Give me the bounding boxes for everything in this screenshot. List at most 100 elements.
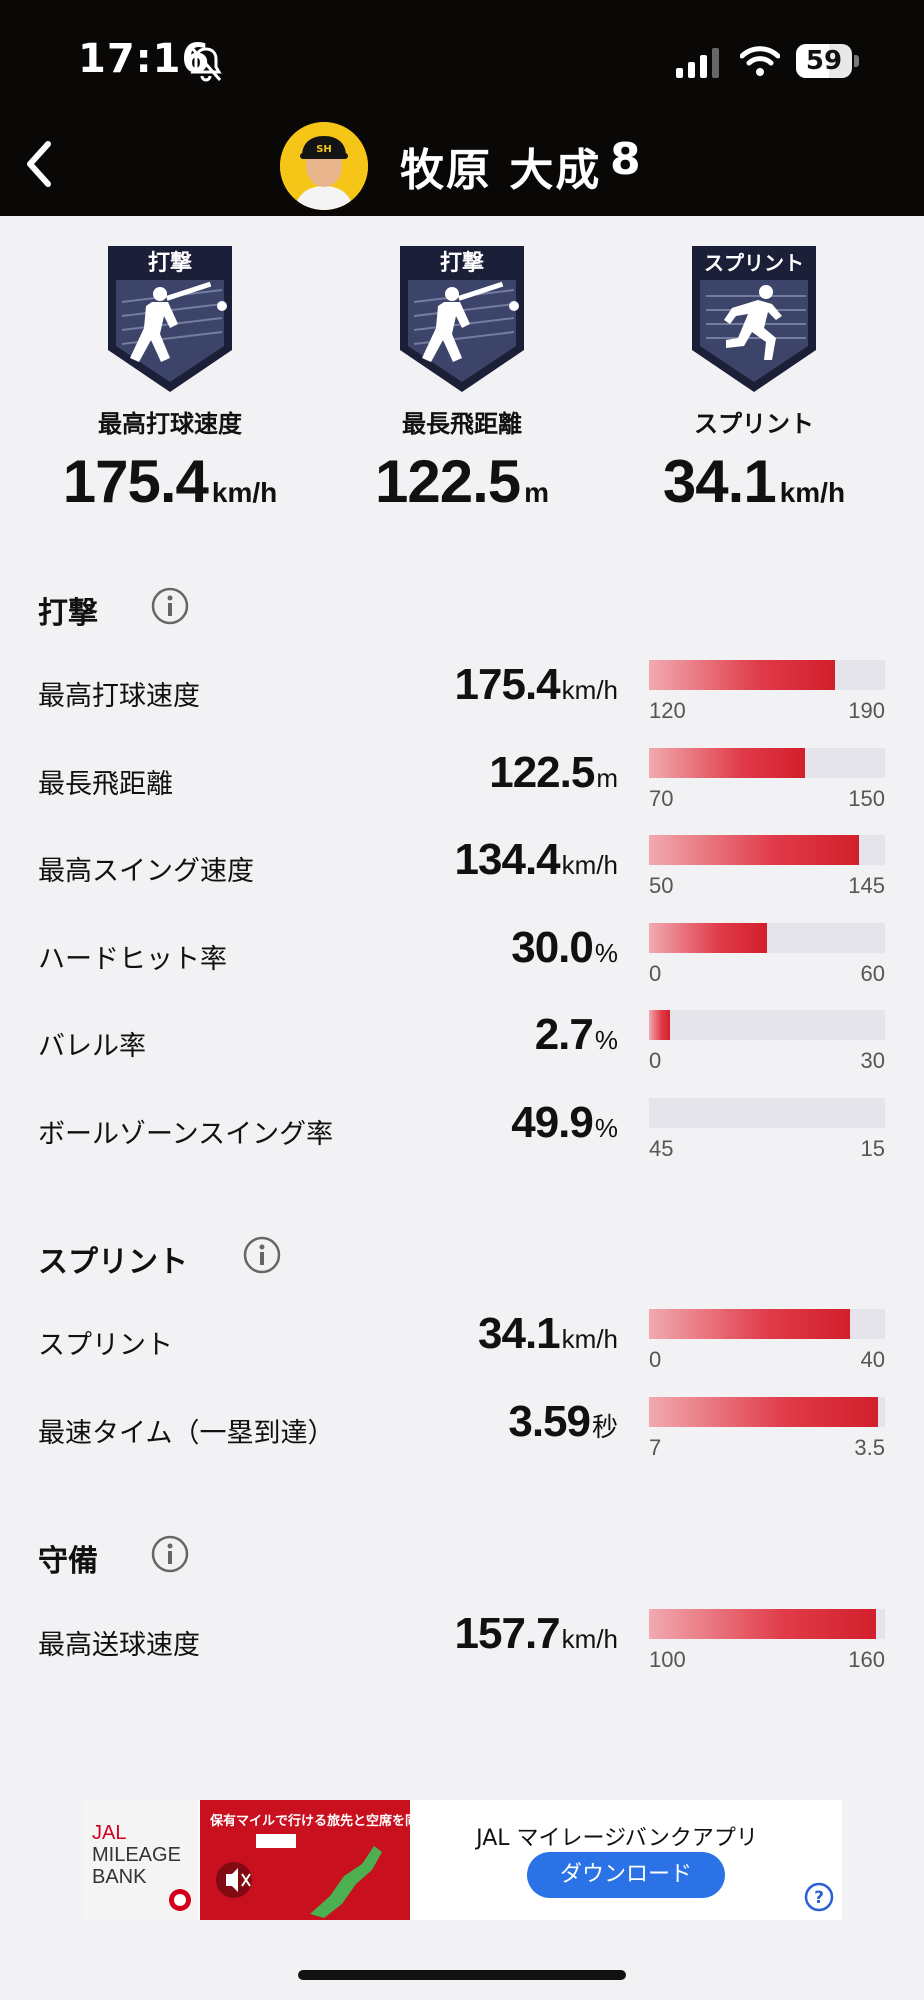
stat-label: 最長飛距離 <box>38 768 173 800</box>
stat-bar-min: 0 <box>649 1048 662 1073</box>
stat-value: 2.7 <box>534 1010 594 1059</box>
ad-title: JAL マイレージバンクアプリ <box>476 1826 758 1851</box>
stat-value: 30.0 <box>511 922 594 972</box>
stat-row: 最長飛距離 122.5m 70 150 <box>0 747 924 818</box>
section-title-defense: 守備 <box>38 1544 98 1579</box>
info-icon[interactable] <box>242 1235 282 1275</box>
player-name: 牧原 大成 <box>400 145 602 196</box>
status-time: 17:16 <box>78 36 211 82</box>
section-title-batting: 打撃 <box>38 596 98 631</box>
ad-help-icon[interactable]: ? <box>804 1882 834 1912</box>
stat-bar-min: 50 <box>649 873 674 898</box>
stat-label: ハードヒット率 <box>38 943 227 975</box>
stat-row: ハードヒット率 30.0% 0 60 <box>0 922 924 993</box>
stat-bar-max: 160 <box>848 1647 885 1672</box>
badge-unit: km/h <box>779 477 846 508</box>
bell-muted-icon <box>190 47 222 82</box>
stat-unit: km/h <box>561 675 618 705</box>
badge-tag: スプリント <box>704 251 804 275</box>
svg-text:?: ? <box>814 1888 824 1908</box>
stat-bar-max: 3.5 <box>854 1434 885 1460</box>
stat-value: 34.1 <box>478 1309 561 1358</box>
badge-value: 175.4 <box>62 448 209 515</box>
badge-sprint[interactable]: スプリント スプリント 34.1 km/h <box>609 242 899 516</box>
badge-label: スプリント <box>694 410 814 438</box>
cellular-signal-icon <box>676 48 719 78</box>
info-icon[interactable] <box>150 586 190 626</box>
badge-unit: m <box>524 477 550 508</box>
stat-bar-fill <box>649 660 836 690</box>
stat-value: 3.59 <box>508 1396 591 1446</box>
section-title-sprint: スプリント <box>38 1245 188 1280</box>
home-indicator[interactable] <box>298 1970 626 1980</box>
battery-icon: 59 <box>796 44 860 78</box>
stat-bar-fill <box>649 835 860 865</box>
ad-logo: JAL MILEAGE BANK <box>82 1800 198 1920</box>
stat-bar-track <box>649 835 885 865</box>
stat-bar-track <box>649 1396 885 1427</box>
stat-value: 134.4 <box>454 835 561 884</box>
stat-value: 157.7 <box>454 1609 561 1658</box>
stat-unit: % <box>594 937 618 968</box>
stat-bar-max: 190 <box>848 698 885 723</box>
app-header: 17:16 59 SH 牧原 大成 8 <box>0 0 924 216</box>
batting-badge-icon: 打撃 <box>400 246 524 392</box>
wifi-icon <box>740 46 780 76</box>
crane-logo-icon <box>169 1889 191 1911</box>
badge-exit-velocity[interactable]: 打撃 最高打球速度 175.4 km/h <box>25 242 315 516</box>
ad-banner-text: 保有マイルで行ける旅先と空席を同時に表示 <box>210 1814 410 1829</box>
stat-bar-max: 15 <box>860 1135 885 1161</box>
stat-unit: km/h <box>561 1624 618 1654</box>
stat-bar-min: 70 <box>649 785 674 811</box>
stat-unit: 秒 <box>591 1411 618 1442</box>
stat-label: スプリント <box>38 1330 173 1361</box>
stat-bar-fill <box>649 1609 876 1639</box>
stat-label: 最高打球速度 <box>38 681 200 712</box>
badge-label: 最長飛距離 <box>402 410 522 438</box>
stat-label: 最高送球速度 <box>38 1630 200 1661</box>
stat-value: 122.5 <box>489 747 595 797</box>
badge-max-distance[interactable]: 打撃 最長飛距離 122.5 m <box>317 242 607 516</box>
stat-bar-fill <box>649 1309 850 1339</box>
stat-row: 最高打球速度 175.4km/h 120 190 <box>0 660 924 730</box>
stat-row: 最高スイング速度 134.4km/h 50 145 <box>0 835 924 905</box>
stat-row: バレル率 2.7% 0 30 <box>0 1010 924 1080</box>
stat-bar-track <box>649 660 885 690</box>
stat-label: バレル率 <box>38 1031 146 1062</box>
stat-bar-track <box>649 1010 885 1040</box>
badge-tag: 打撃 <box>148 251 192 276</box>
stat-bar-min: 0 <box>649 1347 662 1372</box>
ad-download-button[interactable]: ダウンロード <box>527 1852 725 1898</box>
stat-bar-min: 0 <box>649 960 662 986</box>
player-avatar: SH <box>280 122 368 210</box>
stat-row: 最速タイム（一塁到達） 3.59秒 7 3.5 <box>0 1396 924 1467</box>
back-chevron-icon[interactable] <box>14 134 64 194</box>
svg-text:SH: SH <box>316 144 332 155</box>
stat-value: 175.4 <box>454 660 561 709</box>
stat-bar-track <box>649 747 885 778</box>
stat-value: 49.9 <box>511 1097 594 1147</box>
stat-label: 最高スイング速度 <box>38 856 254 887</box>
badge-tag: 打撃 <box>440 251 484 276</box>
stat-bar-track <box>649 1609 885 1639</box>
stat-bar-max: 60 <box>860 960 885 986</box>
stat-label: 最速タイム（一塁到達） <box>38 1417 335 1449</box>
sprint-badge-icon: スプリント <box>692 246 816 392</box>
stat-bar-max: 40 <box>860 1347 885 1372</box>
batting-badge-icon: 打撃 <box>108 246 232 392</box>
stat-unit: m <box>596 762 618 793</box>
info-icon[interactable] <box>150 1534 190 1574</box>
stat-bar-track <box>649 1097 885 1128</box>
stat-unit: km/h <box>561 850 618 880</box>
stat-row: 最高送球速度 157.7km/h 100 160 <box>0 1609 924 1679</box>
stat-bar-track <box>649 922 885 953</box>
stat-bar-fill <box>649 922 767 953</box>
badge-label: 最高打球速度 <box>98 410 242 438</box>
badge-value: 122.5 <box>374 448 521 515</box>
stat-unit: % <box>594 1112 618 1143</box>
stat-bar-track <box>649 1309 885 1339</box>
ad-banner[interactable]: JAL MILEAGE BANK 保有マイルで行ける旅先と空席を同時に表示 JA… <box>82 1800 842 1920</box>
stat-bar-min: 7 <box>649 1434 662 1460</box>
stat-bar-fill <box>649 747 805 778</box>
badge-value: 34.1 <box>662 448 777 515</box>
